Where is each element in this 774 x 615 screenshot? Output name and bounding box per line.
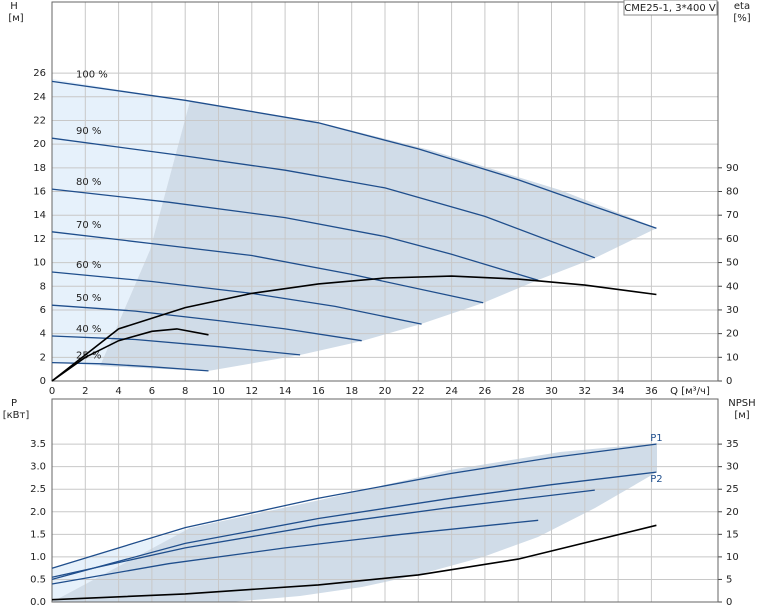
y-tick-label: 8 — [40, 281, 46, 292]
x-tick-label: 6 — [149, 386, 155, 397]
x-tick-label: 26 — [479, 386, 492, 397]
y2-tick-label: 10 — [726, 552, 739, 563]
x-axis-label: Q [м³/ч] — [670, 386, 710, 397]
curve-label: 100 % — [76, 69, 108, 80]
x-tick-label: 36 — [645, 386, 658, 397]
y-tick-label: 24 — [33, 92, 46, 103]
y-axis-unit: [м] — [8, 13, 23, 24]
y2-tick-label: 15 — [726, 529, 739, 540]
y-tick-label: 2 — [40, 352, 46, 363]
curve — [51, 275, 657, 382]
y2-tick-label: 5 — [726, 574, 732, 585]
x-tick-label: 14 — [279, 386, 292, 397]
y-tick-label: 2.0 — [30, 507, 46, 518]
y-axis-unit: [кВт] — [3, 410, 30, 421]
y2-axis-unit: [%] — [733, 13, 750, 24]
y-tick-label: 26 — [33, 68, 46, 79]
curve-label: P1 — [650, 433, 662, 444]
y2-axis-label: NPSH — [728, 398, 755, 409]
curve-label: 90 % — [76, 126, 101, 137]
curve — [51, 489, 595, 578]
curve-label: 70 % — [76, 220, 101, 231]
curve — [51, 188, 539, 281]
curve — [51, 80, 657, 229]
y-tick-label: 18 — [33, 163, 46, 174]
x-tick-label: 30 — [545, 386, 558, 397]
curve-label: 80 % — [76, 177, 101, 188]
curve — [51, 471, 657, 581]
x-tick-label: 34 — [612, 386, 625, 397]
x-tick-label: 4 — [115, 386, 121, 397]
y2-tick-label: 30 — [726, 462, 739, 473]
y2-tick-label: 20 — [726, 329, 739, 340]
x-tick-label: 12 — [245, 386, 258, 397]
curve — [51, 328, 209, 382]
y2-tick-label: 0 — [726, 376, 732, 387]
plot-frame — [51, 1, 719, 382]
curve-label: 50 % — [76, 293, 101, 304]
y2-axis-label: eta — [734, 1, 750, 12]
x-tick-label: 16 — [312, 386, 325, 397]
y-tick-label: 12 — [33, 234, 46, 245]
y-tick-label: 1.5 — [30, 529, 46, 540]
operating-area — [100, 101, 657, 371]
curve — [51, 524, 657, 601]
y2-tick-label: 40 — [726, 281, 739, 292]
curve — [51, 443, 657, 569]
y2-tick-label: 0 — [726, 597, 732, 608]
chart-title: CME25-1, 3*400 V — [624, 3, 716, 14]
y2-axis-unit: [м] — [734, 410, 749, 421]
y-tick-label: 0.5 — [30, 574, 46, 585]
y-tick-label: 20 — [33, 139, 46, 150]
plot-frame — [51, 398, 719, 603]
curve-label: 60 % — [76, 260, 101, 271]
curve — [51, 231, 484, 304]
x-tick-label: 28 — [512, 386, 525, 397]
power-area — [52, 443, 657, 602]
y-tick-label: 6 — [40, 305, 46, 316]
y2-tick-label: 35 — [726, 439, 739, 450]
operating-area-light — [52, 79, 190, 366]
y2-tick-label: 10 — [726, 352, 739, 363]
x-tick-label: 0 — [49, 386, 55, 397]
y2-tick-label: 60 — [726, 234, 739, 245]
y-axis-label: P — [11, 398, 17, 409]
x-tick-label: 10 — [212, 386, 225, 397]
y2-tick-label: 25 — [726, 484, 739, 495]
y-tick-label: 10 — [33, 258, 46, 269]
curve — [51, 335, 301, 356]
y2-tick-label: 90 — [726, 163, 739, 174]
x-tick-label: 18 — [345, 386, 358, 397]
curve — [51, 519, 539, 585]
y2-tick-label: 20 — [726, 507, 739, 518]
x-tick-label: 2 — [82, 386, 88, 397]
y2-tick-label: 30 — [726, 305, 739, 316]
y-tick-label: 4 — [40, 329, 46, 340]
title-box — [623, 0, 718, 16]
y2-tick-label: 50 — [726, 258, 739, 269]
y-axis-label: H — [10, 1, 18, 12]
y-tick-label: 0 — [40, 376, 46, 387]
y-tick-label: 3.0 — [30, 462, 46, 473]
x-tick-label: 8 — [182, 386, 188, 397]
y-tick-label: 22 — [33, 115, 46, 126]
x-tick-label: 24 — [445, 386, 458, 397]
x-tick-label: 32 — [578, 386, 591, 397]
y-tick-label: 16 — [33, 187, 46, 198]
y2-tick-label: 70 — [726, 210, 739, 221]
y-tick-label: 2.5 — [30, 484, 46, 495]
y-tick-label: 3.5 — [30, 439, 46, 450]
y-tick-label: 14 — [33, 210, 46, 221]
curve — [51, 137, 596, 259]
x-tick-label: 22 — [412, 386, 425, 397]
curve — [51, 304, 362, 342]
curve-label: P2 — [650, 474, 662, 485]
x-tick-label: 20 — [379, 386, 392, 397]
y-tick-label: 0.0 — [30, 597, 46, 608]
y2-tick-label: 80 — [726, 187, 739, 198]
y-tick-label: 1.0 — [30, 552, 46, 563]
curve-label: 40 % — [76, 324, 101, 335]
